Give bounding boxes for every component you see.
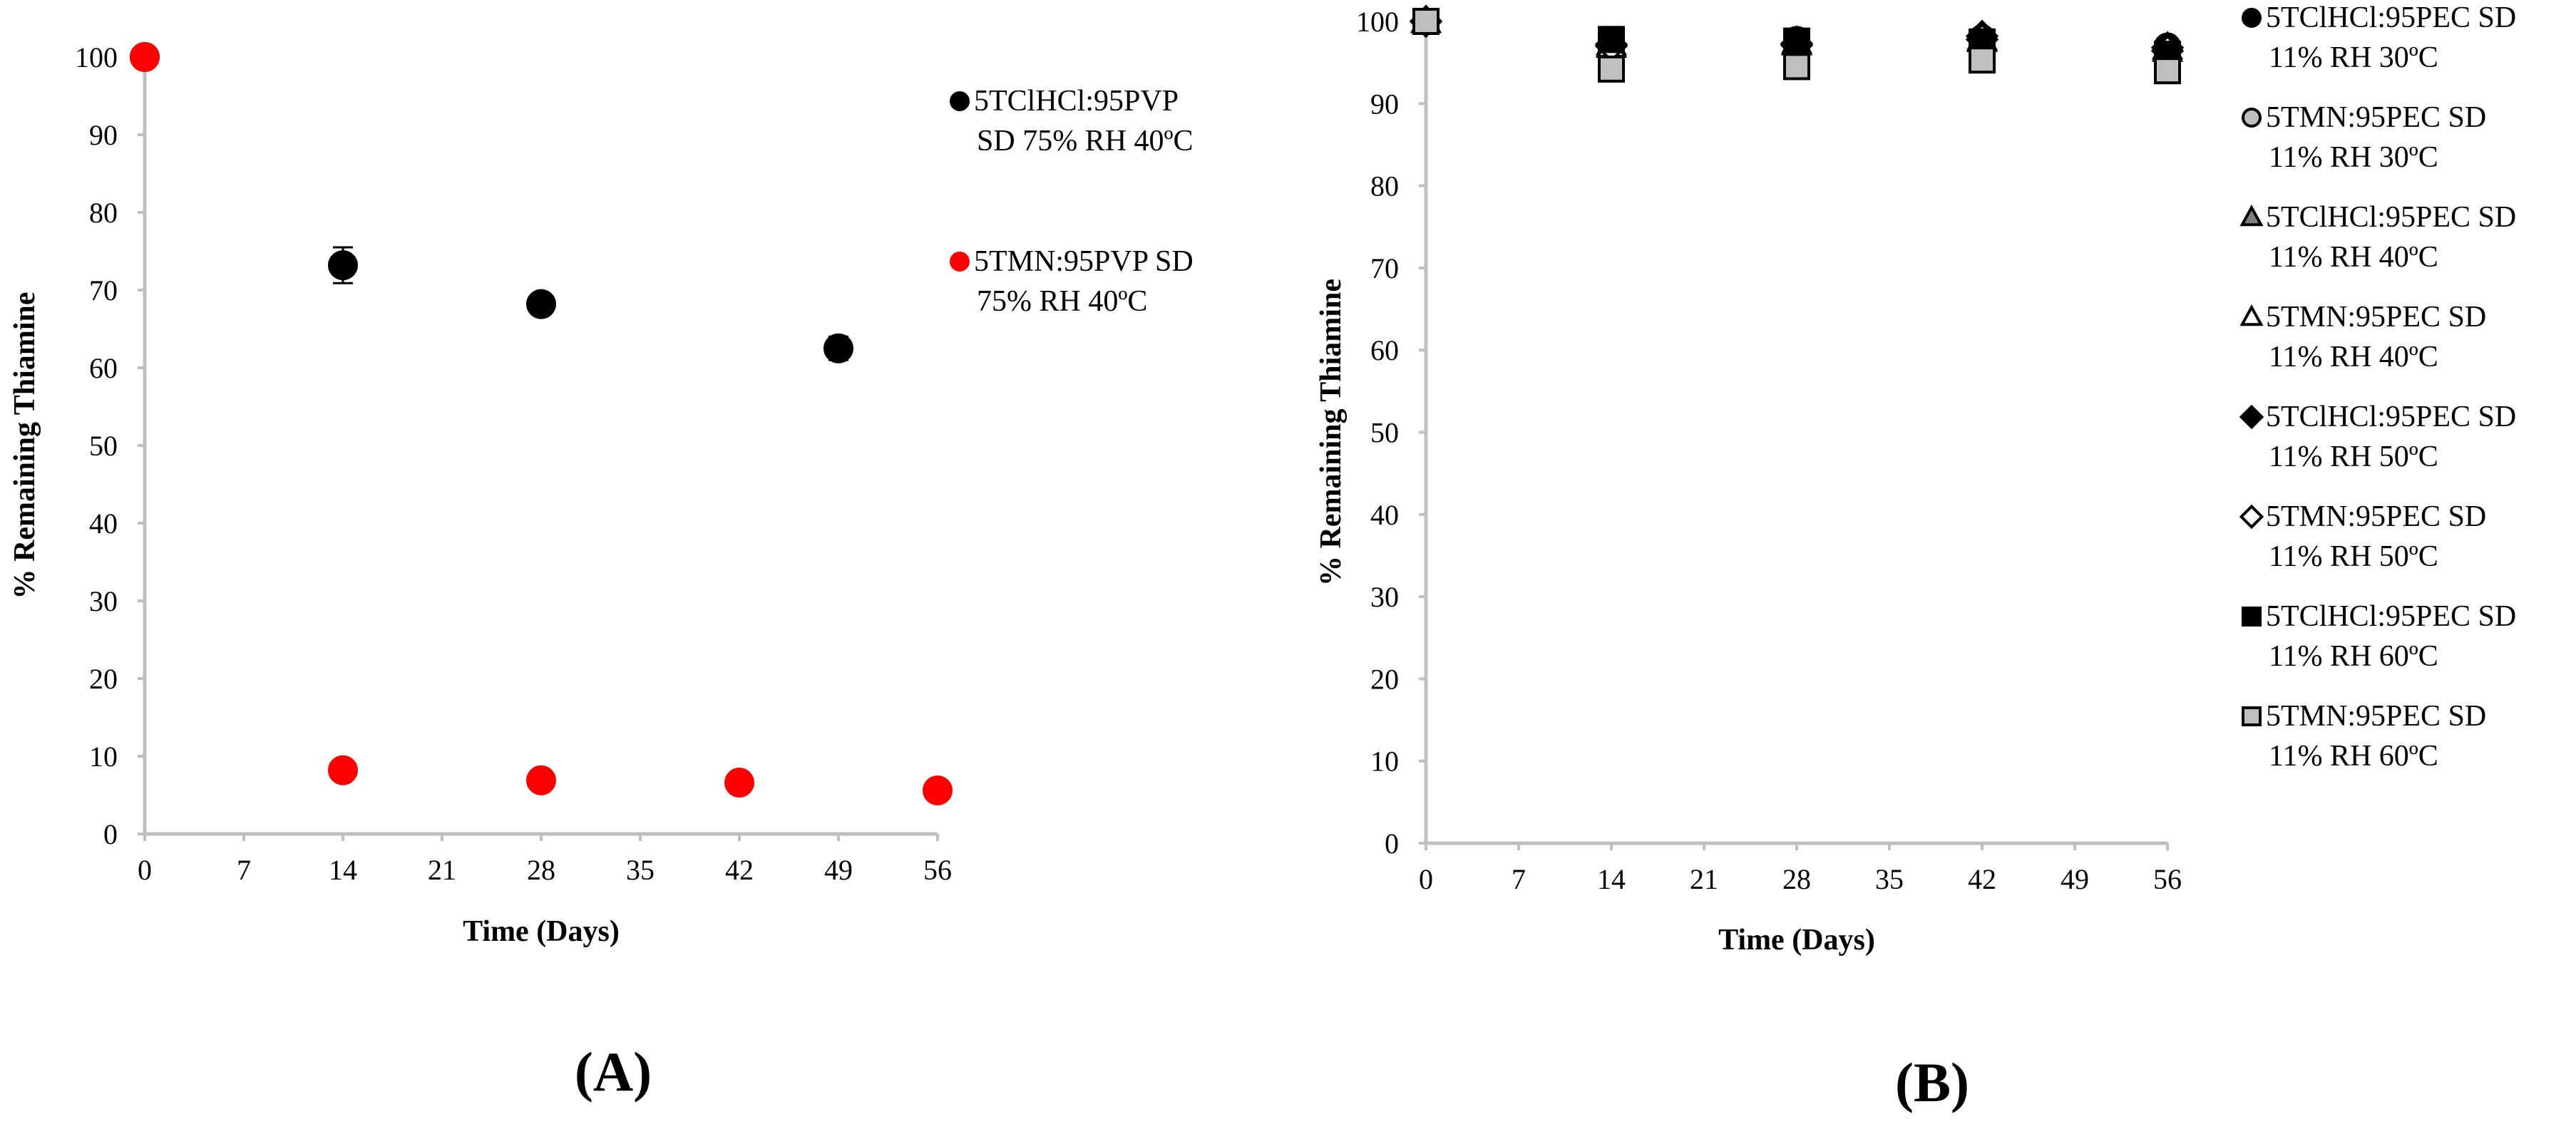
legend-label: 11% RH 50ºC <box>2269 540 2438 573</box>
legend-marker <box>2242 108 2262 128</box>
x-tick-label: 56 <box>2153 863 2182 895</box>
series-2 <box>130 42 953 805</box>
data-point <box>526 289 556 319</box>
data-point <box>1598 55 1625 83</box>
y-tick-label: 40 <box>1370 499 1399 531</box>
legend-label: 5TMN:95PEC SD <box>2266 500 2486 533</box>
data-point <box>1783 53 1810 81</box>
legend-marker <box>2242 8 2262 28</box>
data-point <box>328 250 358 281</box>
panel-label: (A) <box>575 1041 652 1103</box>
panel-label: (B) <box>1895 1051 1969 1113</box>
x-tick-label: 42 <box>725 854 754 886</box>
legend-marker <box>2242 607 2262 627</box>
y-tick-label: 90 <box>89 119 118 151</box>
y-tick-label: 30 <box>89 585 118 617</box>
y-tick-label: 0 <box>1385 828 1399 860</box>
data-point <box>1783 27 1810 55</box>
y-tick-label: 10 <box>89 741 118 773</box>
legend-label: 5TClHCl:95PEC SD <box>2266 1 2516 34</box>
y-tick-label: 20 <box>1370 663 1399 695</box>
data-point <box>328 755 358 785</box>
legend-marker <box>2239 404 2264 430</box>
y-tick-label: 10 <box>1370 746 1399 778</box>
legend-label: 5TMN:95PEC SD <box>2266 700 2486 733</box>
legend-label: 5TMN:95PEC SD <box>2266 301 2486 334</box>
y-tick-label: 20 <box>89 663 118 695</box>
y-tick-label: 80 <box>89 197 118 229</box>
y-tick-label: 40 <box>89 507 118 540</box>
legend-marker <box>2242 706 2262 726</box>
x-tick-label: 21 <box>428 854 456 886</box>
y-tick-label: 100 <box>1356 6 1399 38</box>
x-tick-label: 28 <box>527 854 555 886</box>
legend-label: 5TClHCl:95PEC SD <box>2266 401 2516 433</box>
data-point <box>1969 46 1996 74</box>
x-tick-label: 14 <box>329 854 357 886</box>
legend-marker <box>2239 205 2264 227</box>
series-8 <box>1412 8 2181 85</box>
legend-label: 11% RH 40ºC <box>2269 241 2438 274</box>
legend-label: 11% RH 60ºC <box>2269 740 2438 773</box>
legend-marker <box>950 91 970 111</box>
x-tick-label: 42 <box>1968 863 1996 895</box>
legend-label: 75% RH 40ºC <box>977 285 1147 318</box>
data-point <box>1598 26 1625 53</box>
legend-label: 5TClHCl:95PVP <box>974 85 1179 118</box>
legend-label: 5TClHCl:95PEC SD <box>2266 201 2516 234</box>
x-tick-label: 7 <box>237 854 251 886</box>
legend: 5TClHCl:95PEC SD 11% RH 30ºC 5TMN:95PEC SD… <box>2239 1 2516 773</box>
x-axis-title: Time (Days) <box>1718 924 1875 957</box>
x-tick-label: 14 <box>1597 863 1626 895</box>
panel-b: 0 10 20 30 40 50 60 70 80 90 100 0 7 14 21 28 35 42 49 56 Ti… <box>1315 1 2516 1113</box>
legend-label: 11% RH 30ºC <box>2269 141 2438 174</box>
series-1 <box>130 42 853 364</box>
legend-label: SD 75% RH 40ºC <box>977 125 1194 158</box>
data-point <box>1412 8 1440 35</box>
x-tick-label: 28 <box>1782 863 1811 895</box>
y-axis-title: % Remaining Thiamine <box>1315 279 1348 586</box>
legend-label: 11% RH 40ºC <box>2269 341 2438 373</box>
data-point <box>526 765 556 795</box>
legend-marker <box>2239 504 2264 530</box>
x-tick-label: 0 <box>1419 863 1433 895</box>
legend-label: 5TMN:95PVP SD <box>974 245 1194 278</box>
y-tick-label: 90 <box>1370 88 1399 120</box>
legend-marker <box>950 252 970 272</box>
legend-label: 11% RH 50ºC <box>2269 440 2438 473</box>
x-tick-label: 7 <box>1512 863 1526 895</box>
legend: 5TClHCl:95PVP SD 75% RH 40ºC 5TMN:95PVP SD… <box>950 85 1194 318</box>
data-point <box>823 333 853 364</box>
x-tick-label: 35 <box>1875 863 1904 895</box>
y-tick-label: 50 <box>89 430 118 462</box>
legend-label: 5TClHCl:95PEC SD <box>2266 600 2516 633</box>
y-axis-title: % Remaining Thiamine <box>9 292 41 599</box>
legend-label: 11% RH 30ºC <box>2269 41 2438 74</box>
y-tick-label: 30 <box>1370 581 1399 613</box>
panel-a: 0 10 20 30 40 50 60 70 80 90 100 0 7 14 21 28 35 42 49 56 Ti… <box>9 41 1194 1103</box>
legend-label: 5TMN:95PEC SD <box>2266 101 2486 134</box>
data-point <box>2154 57 2181 85</box>
x-tick-label: 49 <box>824 854 853 886</box>
y-tick-label: 50 <box>1370 417 1399 449</box>
y-tick-label: 80 <box>1370 170 1399 202</box>
x-tick-label: 35 <box>626 854 655 886</box>
x-axis-title: Time (Days) <box>463 915 620 948</box>
y-tick-label: 70 <box>89 274 118 306</box>
x-tick-label: 56 <box>923 854 952 886</box>
y-tick-label: 60 <box>1370 334 1399 366</box>
x-tick-label: 0 <box>138 854 152 886</box>
y-tick-label: 70 <box>1370 252 1399 284</box>
x-tick-label: 21 <box>1690 863 1718 895</box>
data-point <box>923 775 953 805</box>
data-point <box>130 42 160 72</box>
y-tick-label: 0 <box>103 818 118 850</box>
y-tick-label: 60 <box>89 352 118 384</box>
legend-marker <box>2239 304 2264 326</box>
data-point <box>724 768 754 798</box>
y-tick-label: 100 <box>75 41 118 73</box>
x-tick-label: 49 <box>2061 863 2089 895</box>
legend-label: 11% RH 60ºC <box>2269 640 2438 673</box>
